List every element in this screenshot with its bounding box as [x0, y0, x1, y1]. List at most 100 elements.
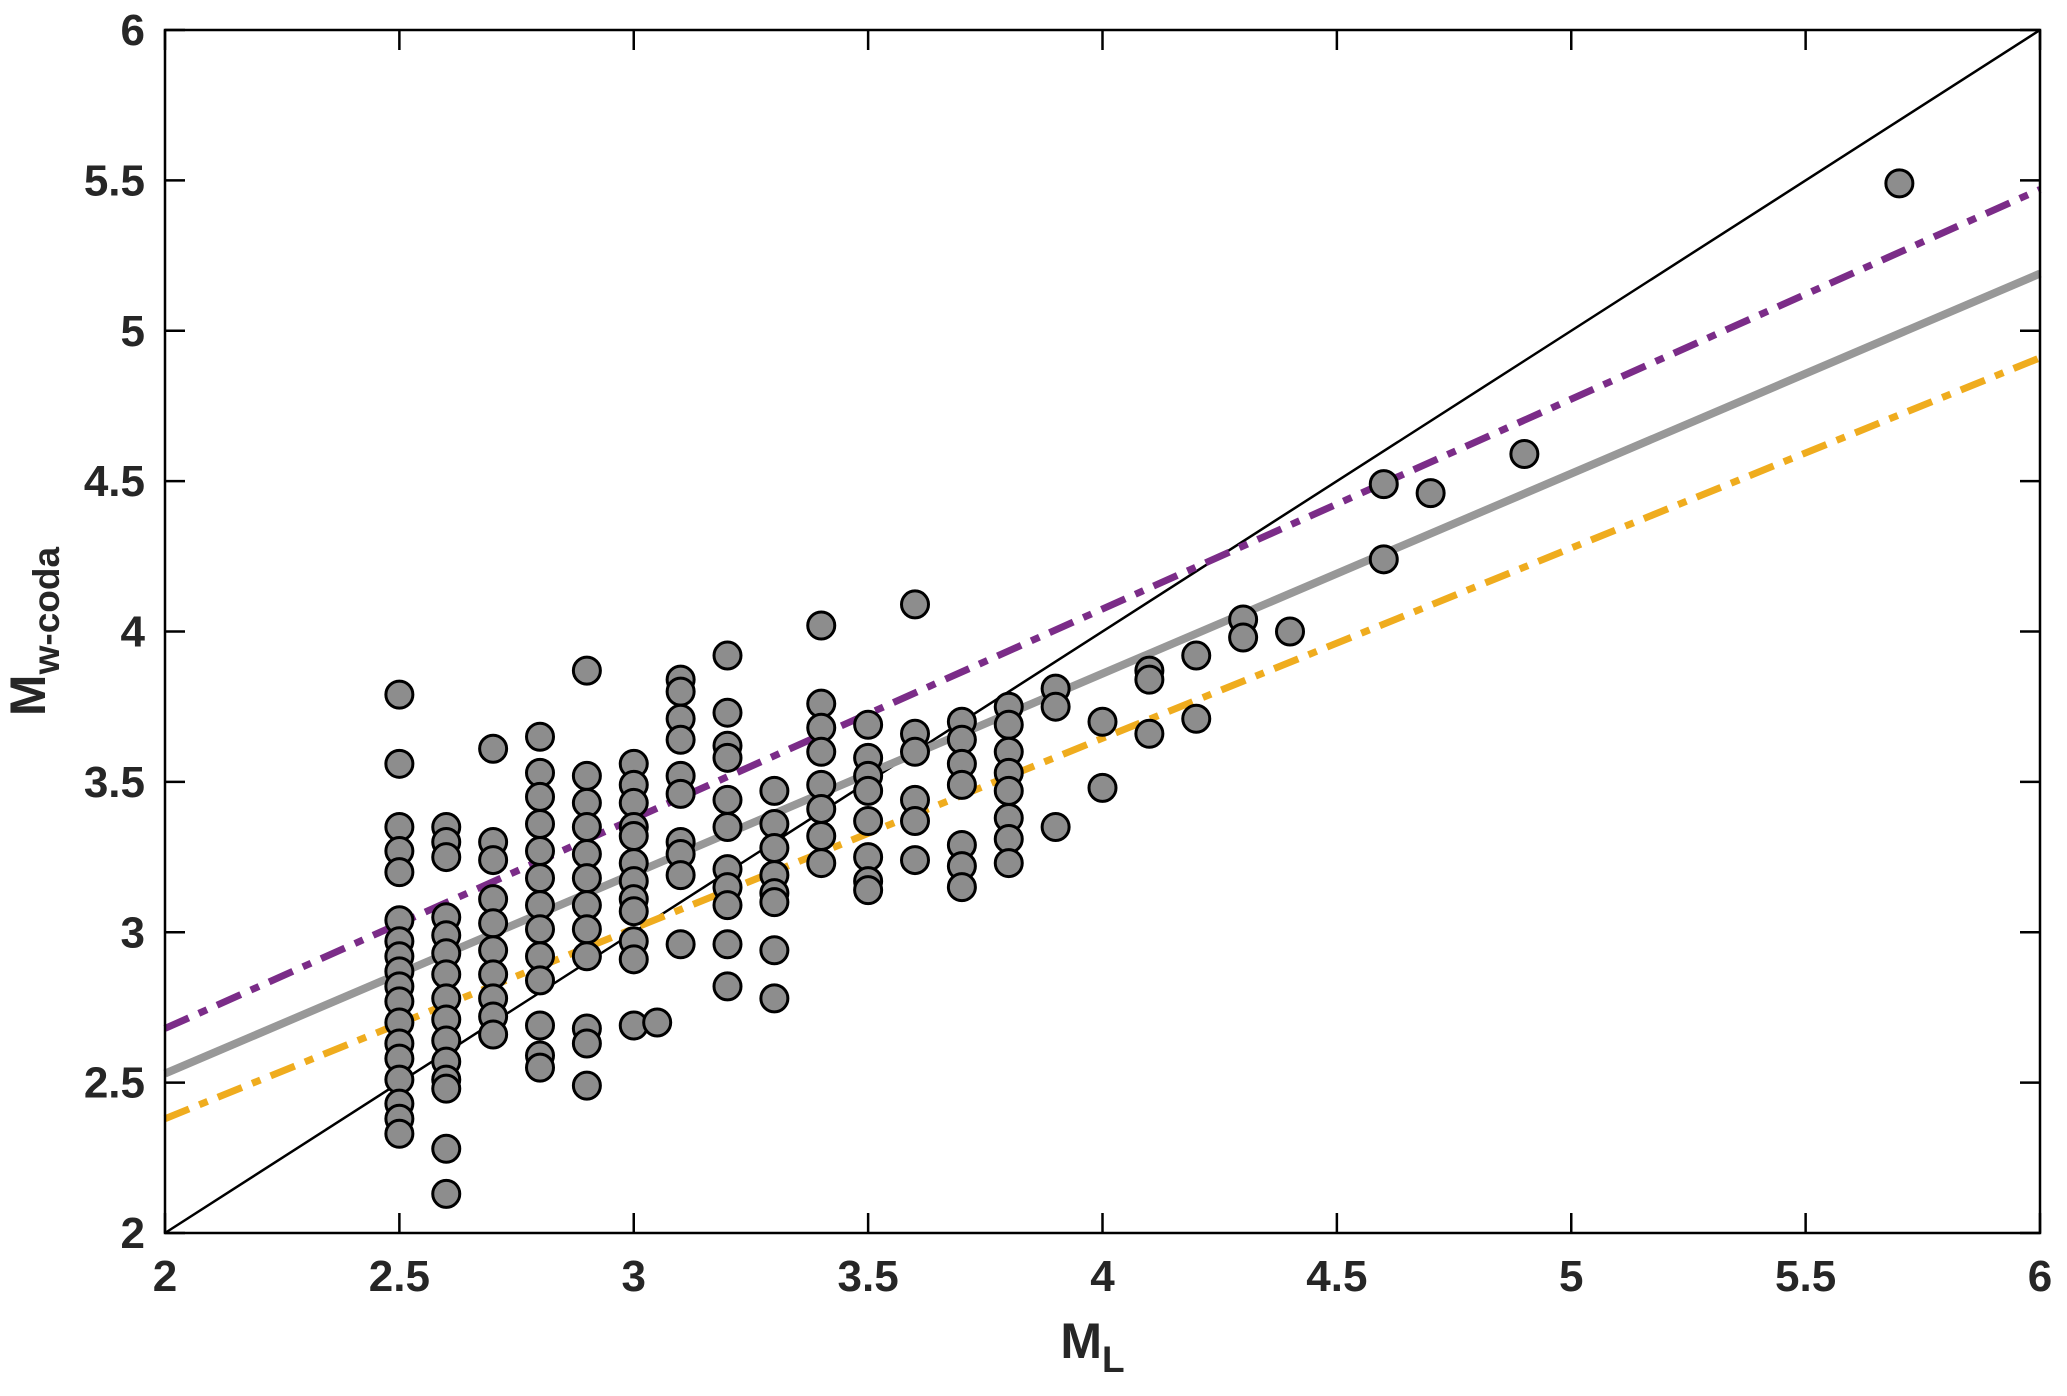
- data-point: [431, 842, 462, 873]
- data-point: [384, 679, 415, 710]
- data-point: [712, 929, 743, 960]
- x-tick-label: 2: [153, 1252, 177, 1301]
- data-point: [1368, 544, 1399, 575]
- data-point: [665, 860, 696, 891]
- data-point: [900, 845, 930, 876]
- data-point: [478, 845, 509, 876]
- reference-lines-group: [163, 28, 2042, 1235]
- x-tick-label: 4: [1090, 1252, 1115, 1301]
- data-point: [1040, 691, 1071, 722]
- data-point: [525, 914, 555, 945]
- one-to-one-line: [164, 28, 2041, 1235]
- x-axis-label: ML: [1060, 1313, 1124, 1380]
- data-point: [571, 760, 602, 791]
- data-point: [853, 709, 884, 740]
- data-point: [946, 769, 977, 800]
- data-point: [759, 833, 790, 864]
- x-tick-label: 5.5: [1775, 1252, 1836, 1301]
- y-tick-label: 6: [121, 6, 145, 55]
- y-tick-label: 4: [121, 608, 146, 657]
- data-point: [806, 793, 837, 824]
- x-tick-label: 2.5: [369, 1252, 430, 1301]
- data-point: [853, 875, 884, 906]
- data-point: [712, 784, 743, 815]
- data-point: [525, 1052, 555, 1083]
- y-tick-label: 3: [121, 908, 145, 957]
- data-point: [806, 821, 837, 852]
- data-point: [478, 733, 509, 764]
- data-point: [571, 811, 602, 842]
- data-point: [525, 965, 555, 996]
- data-point: [525, 1010, 555, 1041]
- data-point: [759, 935, 790, 966]
- data-point: [1087, 706, 1118, 737]
- x-tick-label: 3.5: [838, 1252, 899, 1301]
- data-point: [384, 1118, 415, 1149]
- data-point: [712, 890, 743, 921]
- data-point: [712, 697, 743, 728]
- data-point: [431, 1133, 462, 1164]
- y-tick-label: 2: [121, 1209, 145, 1258]
- data-point: [525, 808, 555, 839]
- y-tick-label: 5: [121, 307, 145, 356]
- data-point: [1275, 616, 1305, 647]
- data-point: [665, 724, 696, 755]
- data-point: [571, 941, 602, 972]
- data-point: [571, 1028, 602, 1059]
- data-point: [478, 908, 509, 939]
- x-tick-label: 4.5: [1306, 1252, 1367, 1301]
- data-point: [618, 896, 649, 927]
- data-point: [806, 848, 837, 879]
- data-point: [478, 1019, 509, 1050]
- data-point: [900, 589, 930, 620]
- data-point: [900, 736, 930, 767]
- data-point: [384, 748, 415, 779]
- data-point: [712, 971, 743, 1002]
- data-point: [665, 676, 696, 707]
- data-point: [525, 836, 555, 867]
- data-point: [759, 983, 790, 1014]
- data-point: [1181, 640, 1212, 671]
- data-point: [806, 610, 837, 641]
- lower-bound-line: [163, 354, 2042, 1122]
- x-tick-label: 3: [622, 1252, 646, 1301]
- data-point: [431, 1073, 462, 1104]
- data-point: [712, 811, 743, 842]
- data-point: [993, 848, 1024, 879]
- regression-line: [163, 269, 2042, 1078]
- data-point: [571, 914, 602, 945]
- data-point: [1087, 772, 1118, 803]
- data-point: [1134, 664, 1165, 695]
- data-point: [571, 1070, 602, 1101]
- data-point: [946, 872, 977, 903]
- data-point: [571, 863, 602, 894]
- data-point: [1884, 168, 1915, 199]
- data-point: [571, 655, 602, 686]
- upper-bound-line: [163, 186, 2042, 1032]
- data-point: [1228, 622, 1259, 653]
- data-point: [759, 775, 790, 806]
- data-point: [642, 1007, 673, 1038]
- tick-labels-group: 2 2.5 3 3.5 4 4.5 5 5.5 6 2 2.5 3 3.5 4 4.5 5 5.5 6: [84, 6, 2052, 1301]
- axis-ticks-group: [163, 28, 2042, 1235]
- data-point: [1415, 478, 1446, 509]
- y-tick-label: 2.5: [84, 1059, 145, 1108]
- data-point: [618, 944, 649, 975]
- data-point: [853, 775, 884, 806]
- data-point: [1134, 718, 1165, 749]
- data-point: [665, 778, 696, 809]
- y-tick-label: 5.5: [84, 156, 145, 205]
- data-point: [853, 805, 884, 836]
- x-tick-label: 5: [1559, 1252, 1583, 1301]
- data-point: [525, 863, 555, 894]
- data-point: [1368, 469, 1399, 500]
- data-point: [665, 929, 696, 960]
- data-point: [431, 1178, 462, 1209]
- data-point: [618, 821, 649, 852]
- scatter-points-group: [384, 168, 1915, 1209]
- data-point: [1181, 703, 1212, 734]
- data-point: [806, 736, 837, 767]
- y-tick-label: 4.5: [84, 457, 145, 506]
